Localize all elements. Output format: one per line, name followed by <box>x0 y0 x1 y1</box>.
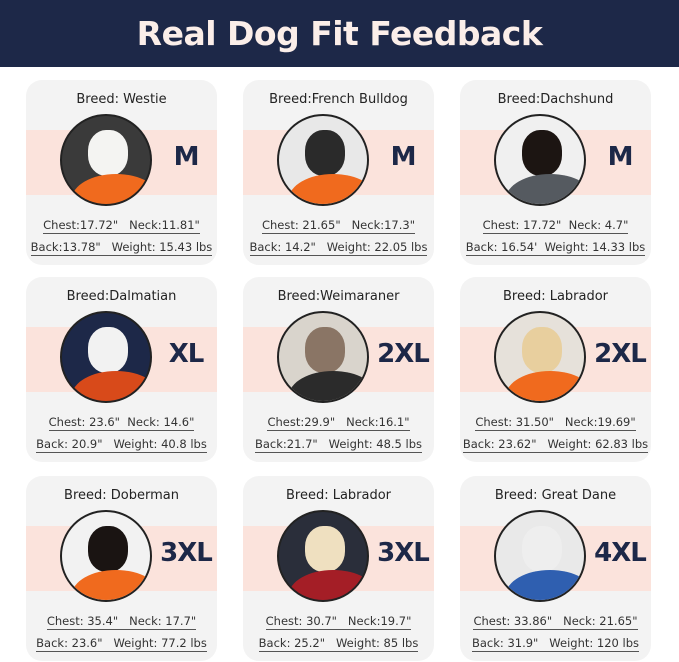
measurements-chest-neck: Chest: 33.86" Neck: 21.65" <box>460 614 651 630</box>
breed-label: Breed:Dalmatian <box>66 289 177 304</box>
measurements-chest-neck: Chest:17.72" Neck:11.81" <box>26 218 217 234</box>
sweater-shape <box>289 174 367 204</box>
fit-card: Breed: Labrador 3XL Chest: 30.7" Neck:19… <box>243 476 434 661</box>
size-label: XL <box>168 339 205 369</box>
chest-neck-text: Chest:17.72" Neck:11.81" <box>43 218 200 234</box>
measurements-back-weight: Back: 20.9" Weight: 40.8 lbs <box>26 437 217 453</box>
measurements-back-weight: Back: 25.2" Weight: 85 lbs <box>243 636 434 652</box>
back-weight-text: Back: 25.2" Weight: 85 lbs <box>258 636 419 652</box>
back-weight-text: Back: 16.54' Weight: 14.33 lbs <box>465 240 646 256</box>
sweater-shape <box>72 570 150 600</box>
measurements-chest-neck: Chest: 35.4" Neck: 17.7" <box>26 614 217 630</box>
measurements-back-weight: Back:13.78" Weight: 15.43 lbs <box>26 240 217 256</box>
measurements-chest-neck: Chest: 30.7" Neck:19.7" <box>243 614 434 630</box>
measurements-back-weight: Back:21.7" Weight: 48.5 lbs <box>243 437 434 453</box>
dog-face <box>88 327 128 373</box>
chest-neck-text: Chest: 30.7" Neck:19.7" <box>265 614 412 630</box>
size-label: 2XL <box>594 339 647 369</box>
dog-photo <box>60 510 152 602</box>
breed-label: Breed:French Bulldog <box>269 92 408 107</box>
fit-card: Breed: Westie M Chest:17.72" Neck:11.81"… <box>26 80 217 265</box>
size-label: 3XL <box>377 538 430 568</box>
dog-face <box>522 526 562 572</box>
back-weight-text: Back: 23.6" Weight: 77.2 lbs <box>36 636 207 652</box>
sweater-shape <box>506 371 584 401</box>
back-weight-text: Back:21.7" Weight: 48.5 lbs <box>255 437 422 453</box>
dog-photo <box>60 114 152 206</box>
page-title: Real Dog Fit Feedback <box>136 14 543 53</box>
dog-face <box>88 526 128 572</box>
dog-face <box>305 526 345 572</box>
header-banner: Real Dog Fit Feedback <box>0 0 679 67</box>
measurements-back-weight: Back: 14.2" Weight: 22.05 lbs <box>243 240 434 256</box>
dog-photo <box>494 114 586 206</box>
fit-card: Breed:Dalmatian XL Chest: 23.6" Neck: 14… <box>26 277 217 462</box>
breed-label: Breed: Westie <box>76 92 167 107</box>
fit-card: Breed:Dachshund M Chest: 17.72" Neck: 4.… <box>460 80 651 265</box>
fit-card: Breed: Great Dane 4XL Chest: 33.86" Neck… <box>460 476 651 661</box>
size-label: M <box>390 142 417 172</box>
measurements-back-weight: Back: 16.54' Weight: 14.33 lbs <box>460 240 651 256</box>
sweater-shape <box>289 371 367 401</box>
measurements-chest-neck: Chest: 21.65" Neck:17.3" <box>243 218 434 234</box>
measurements-chest-neck: Chest: 31.50" Neck:19.69" <box>460 415 651 431</box>
chest-neck-text: Chest: 23.6" Neck: 14.6" <box>48 415 195 431</box>
breed-label: Breed: Labrador <box>502 289 609 304</box>
breed-label: Breed:Dachshund <box>497 92 614 107</box>
size-label: 3XL <box>160 538 213 568</box>
measurements-back-weight: Back: 31.9" Weight: 120 lbs <box>460 636 651 652</box>
breed-label: Breed: Doberman <box>64 488 179 503</box>
sweater-shape <box>72 174 150 204</box>
measurements-back-weight: Back: 23.62" Weight: 62.83 lbs <box>460 437 651 453</box>
back-weight-text: Back: 23.62" Weight: 62.83 lbs <box>462 437 649 453</box>
dog-face <box>88 130 128 176</box>
measurements-back-weight: Back: 23.6" Weight: 77.2 lbs <box>26 636 217 652</box>
back-weight-text: Back: 14.2" Weight: 22.05 lbs <box>249 240 428 256</box>
sweater-shape <box>289 570 367 600</box>
measurements-chest-neck: Chest: 23.6" Neck: 14.6" <box>26 415 217 431</box>
breed-label: Breed: Labrador <box>285 488 392 503</box>
dog-face <box>522 327 562 373</box>
size-label: M <box>173 142 200 172</box>
dog-photo <box>277 311 369 403</box>
dog-photo <box>494 311 586 403</box>
breed-label: Breed:Weimaraner <box>277 289 400 304</box>
measurements-chest-neck: Chest:29.9" Neck:16.1" <box>243 415 434 431</box>
dog-face <box>305 327 345 373</box>
fit-card: Breed:French Bulldog M Chest: 21.65" Nec… <box>243 80 434 265</box>
chest-neck-text: Chest: 17.72" Neck: 4.7" <box>482 218 629 234</box>
dog-photo <box>277 510 369 602</box>
back-weight-text: Back: 31.9" Weight: 120 lbs <box>472 636 639 652</box>
dog-photo <box>277 114 369 206</box>
dog-face <box>305 130 345 176</box>
sweater-shape <box>506 570 584 600</box>
size-label: 2XL <box>377 339 430 369</box>
fit-card: Breed: Labrador 2XL Chest: 31.50" Neck:1… <box>460 277 651 462</box>
chest-neck-text: Chest: 35.4" Neck: 17.7" <box>46 614 197 630</box>
back-weight-text: Back:13.78" Weight: 15.43 lbs <box>30 240 213 256</box>
chest-neck-text: Chest: 21.65" Neck:17.3" <box>261 218 416 234</box>
dog-photo <box>60 311 152 403</box>
size-label: M <box>607 142 634 172</box>
fit-card: Breed:Weimaraner 2XL Chest:29.9" Neck:16… <box>243 277 434 462</box>
breed-label: Breed: Great Dane <box>494 488 617 503</box>
back-weight-text: Back: 20.9" Weight: 40.8 lbs <box>36 437 207 453</box>
measurements-chest-neck: Chest: 17.72" Neck: 4.7" <box>460 218 651 234</box>
fit-card: Breed: Doberman 3XL Chest: 35.4" Neck: 1… <box>26 476 217 661</box>
chest-neck-text: Chest:29.9" Neck:16.1" <box>267 415 410 431</box>
sweater-shape <box>506 174 584 204</box>
size-label: 4XL <box>594 538 647 568</box>
dog-face <box>522 130 562 176</box>
dog-photo <box>494 510 586 602</box>
sweater-shape <box>72 371 150 401</box>
chest-neck-text: Chest: 33.86" Neck: 21.65" <box>473 614 638 630</box>
chest-neck-text: Chest: 31.50" Neck:19.69" <box>475 415 636 431</box>
